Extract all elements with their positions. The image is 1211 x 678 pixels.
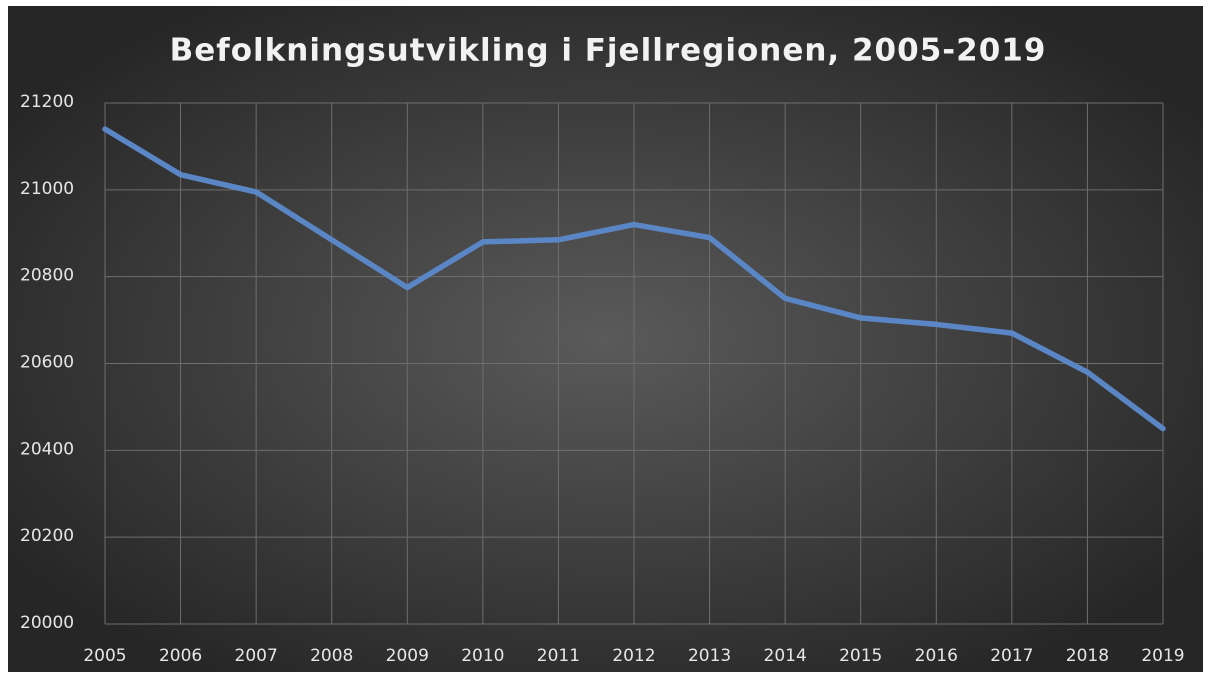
- x-tick-label: 2008: [310, 646, 353, 666]
- x-tick-label: 2017: [990, 646, 1033, 666]
- y-tick-label: 21000: [20, 179, 74, 199]
- x-tick-label: 2016: [915, 646, 958, 666]
- y-tick-label: 20400: [20, 439, 74, 459]
- x-tick-label: 2010: [461, 646, 504, 666]
- x-tick-label: 2007: [235, 646, 278, 666]
- x-tick-label: 2014: [764, 646, 807, 666]
- x-tick-label: 2006: [159, 646, 202, 666]
- y-tick-label: 20800: [20, 266, 74, 286]
- y-tick-label: 20000: [20, 613, 74, 633]
- y-tick-label: 21200: [20, 92, 74, 112]
- x-tick-label: 2012: [612, 646, 655, 666]
- x-tick-label: 2005: [83, 646, 126, 666]
- y-tick-label: 20200: [20, 526, 74, 546]
- chart-background: [8, 6, 1203, 672]
- chart-title: Befolkningsutvikling i Fjellregionen, 20…: [170, 33, 1047, 69]
- x-tick-label: 2009: [386, 646, 429, 666]
- x-tick-label: 2015: [839, 646, 882, 666]
- y-tick-label: 20600: [20, 353, 74, 373]
- x-tick-label: 2013: [688, 646, 731, 666]
- x-tick-label: 2011: [537, 646, 580, 666]
- data-line: [102, 126, 1166, 432]
- x-tick-label: 2018: [1066, 646, 1109, 666]
- x-tick-label: 2019: [1141, 646, 1184, 666]
